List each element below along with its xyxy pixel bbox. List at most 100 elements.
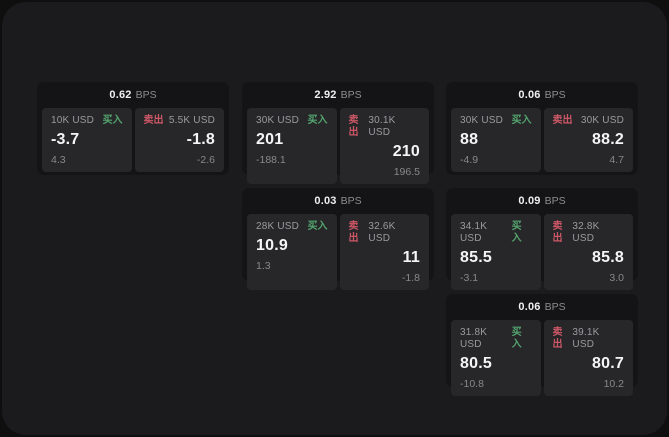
card-header: 0.03 BPS xyxy=(242,188,434,214)
sell-amount: 30K USD xyxy=(580,115,624,126)
bps-value: 2.92 xyxy=(314,89,337,101)
quote-card-4: 0.03 BPS 28K USD 买入 10.9 1.3 卖出 32.6K US… xyxy=(242,188,434,290)
buy-price: 10.9 xyxy=(256,237,288,254)
sell-panel-top: 卖出 30.1K USD xyxy=(349,115,421,139)
quote-card-2: 2.92 BPS 30K USD 买入 201 -188.1 卖出 30.1K … xyxy=(242,82,434,184)
buy-tag: 买入 xyxy=(511,327,522,350)
sell-price: -1.8 xyxy=(186,131,215,148)
buy-panel-top: 34.1K USD 买入 xyxy=(460,221,532,245)
buy-panel[interactable]: 30K USD 买入 88 -4.9 xyxy=(451,108,541,172)
quote-card-1: 0.62 BPS 10K USD 买入 -3.7 4.3 卖出 5.5K USD… xyxy=(37,82,229,175)
sell-tag: 卖出 xyxy=(552,115,573,126)
sell-price: 11 xyxy=(402,249,420,266)
buy-amount: 30K USD xyxy=(256,115,300,126)
buy-panel-top: 30K USD 买入 xyxy=(460,115,532,127)
quote-card-6: 0.06 BPS 31.8K USD 买入 80.5 -10.8 卖出 39.1… xyxy=(446,294,638,396)
buy-tag: 买入 xyxy=(102,115,123,126)
buy-tag: 买入 xyxy=(511,221,522,244)
buy-panel[interactable]: 34.1K USD 买入 85.5 -3.1 xyxy=(451,214,541,290)
card-header: 0.06 BPS xyxy=(446,82,638,108)
buy-amount: 10K USD xyxy=(51,115,95,126)
card-header: 0.09 BPS xyxy=(446,188,638,214)
sell-price: 80.7 xyxy=(592,355,624,372)
buy-price: 201 xyxy=(256,131,284,148)
sell-amount: 32.8K USD xyxy=(572,221,600,244)
sell-sub-value: 3.0 xyxy=(609,272,624,284)
sell-sub-value: 10.2 xyxy=(603,378,624,390)
buy-panel[interactable]: 28K USD 买入 10.9 1.3 xyxy=(247,214,337,290)
buy-panel[interactable]: 30K USD 买入 201 -188.1 xyxy=(247,108,337,184)
buy-panel[interactable]: 31.8K USD 买入 80.5 -10.8 xyxy=(451,320,541,396)
bps-value: 0.06 xyxy=(518,301,541,313)
sell-tag: 卖出 xyxy=(348,115,359,138)
buy-sub-value: -188.1 xyxy=(256,154,286,166)
sell-panel-top: 卖出 5.5K USD xyxy=(144,115,216,127)
sell-sub-value: 4.7 xyxy=(609,154,624,166)
sell-sub-value: -1.8 xyxy=(401,272,420,284)
buy-amount: 28K USD xyxy=(256,221,300,232)
bps-unit-label: BPS xyxy=(135,89,157,101)
buy-panel[interactable]: 10K USD 买入 -3.7 4.3 xyxy=(42,108,132,172)
buy-price: 88 xyxy=(460,131,479,148)
buy-tag: 买入 xyxy=(511,115,532,126)
bps-value: 0.06 xyxy=(518,89,541,101)
buy-sub-value: -3.1 xyxy=(460,272,479,284)
sell-price: 210 xyxy=(392,143,420,160)
sell-panel-top: 卖出 32.8K USD xyxy=(553,221,625,245)
card-header: 0.62 BPS xyxy=(37,82,229,108)
bps-unit-label: BPS xyxy=(544,301,566,313)
buy-price: 85.5 xyxy=(460,249,492,266)
buy-sub-value: 4.3 xyxy=(51,154,66,166)
sell-panel-top: 卖出 39.1K USD xyxy=(553,327,625,351)
card-header: 0.06 BPS xyxy=(446,294,638,320)
card-body: 30K USD 买入 201 -188.1 卖出 30.1K USD 210 1… xyxy=(242,108,434,189)
bps-unit-label: BPS xyxy=(340,195,362,207)
sell-price: 88.2 xyxy=(592,131,624,148)
buy-tag: 买入 xyxy=(307,221,328,232)
buy-sub-value: -10.8 xyxy=(460,378,484,390)
quote-card-5: 0.09 BPS 34.1K USD 买入 85.5 -3.1 卖出 32.8K… xyxy=(446,188,638,290)
buy-price: -3.7 xyxy=(51,131,80,148)
bps-value: 0.09 xyxy=(518,195,541,207)
sell-amount: 39.1K USD xyxy=(572,327,600,350)
sell-panel[interactable]: 卖出 30K USD 88.2 4.7 xyxy=(543,108,633,172)
sell-panel[interactable]: 卖出 30.1K USD 210 196.5 xyxy=(339,108,429,184)
buy-tag: 买入 xyxy=(307,115,328,126)
sell-panel[interactable]: 卖出 5.5K USD -1.8 -2.6 xyxy=(134,108,224,172)
sell-amount: 5.5K USD xyxy=(168,115,215,126)
sell-panel[interactable]: 卖出 32.6K USD 11 -1.8 xyxy=(339,214,429,290)
card-body: 10K USD 买入 -3.7 4.3 卖出 5.5K USD -1.8 -2.… xyxy=(37,108,229,177)
sell-tag: 卖出 xyxy=(552,221,563,244)
sell-amount: 32.6K USD xyxy=(368,221,396,244)
card-body: 30K USD 买入 88 -4.9 卖出 30K USD 88.2 4.7 xyxy=(446,108,638,177)
buy-price: 80.5 xyxy=(460,355,492,372)
sell-tag: 卖出 xyxy=(348,221,359,244)
buy-amount: 31.8K USD xyxy=(460,327,488,350)
buy-panel-top: 30K USD 买入 xyxy=(256,115,328,127)
sell-panel-top: 卖出 32.6K USD xyxy=(349,221,421,245)
sell-tag: 卖出 xyxy=(552,327,563,350)
buy-amount: 34.1K USD xyxy=(460,221,488,244)
sell-panel[interactable]: 卖出 39.1K USD 80.7 10.2 xyxy=(543,320,633,396)
sell-price: 85.8 xyxy=(592,249,624,266)
sell-amount: 30.1K USD xyxy=(368,115,396,138)
bps-value: 0.03 xyxy=(314,195,337,207)
buy-panel-top: 28K USD 买入 xyxy=(256,221,328,233)
buy-sub-value: 1.3 xyxy=(256,260,271,272)
sell-panel[interactable]: 卖出 32.8K USD 85.8 3.0 xyxy=(543,214,633,290)
sell-tag: 卖出 xyxy=(143,115,164,126)
buy-panel-top: 31.8K USD 买入 xyxy=(460,327,532,351)
buy-sub-value: -4.9 xyxy=(460,154,479,166)
bps-unit-label: BPS xyxy=(340,89,362,101)
quote-card-3: 0.06 BPS 30K USD 买入 88 -4.9 卖出 30K USD 8… xyxy=(446,82,638,175)
sell-sub-value: -2.6 xyxy=(196,154,215,166)
sell-panel-top: 卖出 30K USD xyxy=(553,115,625,127)
buy-amount: 30K USD xyxy=(460,115,504,126)
card-body: 28K USD 买入 10.9 1.3 卖出 32.6K USD 11 -1.8 xyxy=(242,214,434,295)
card-header: 2.92 BPS xyxy=(242,82,434,108)
buy-panel-top: 10K USD 买入 xyxy=(51,115,123,127)
card-body: 31.8K USD 买入 80.5 -10.8 卖出 39.1K USD 80.… xyxy=(446,320,638,401)
sell-sub-value: 196.5 xyxy=(393,166,420,178)
bps-unit-label: BPS xyxy=(544,195,566,207)
